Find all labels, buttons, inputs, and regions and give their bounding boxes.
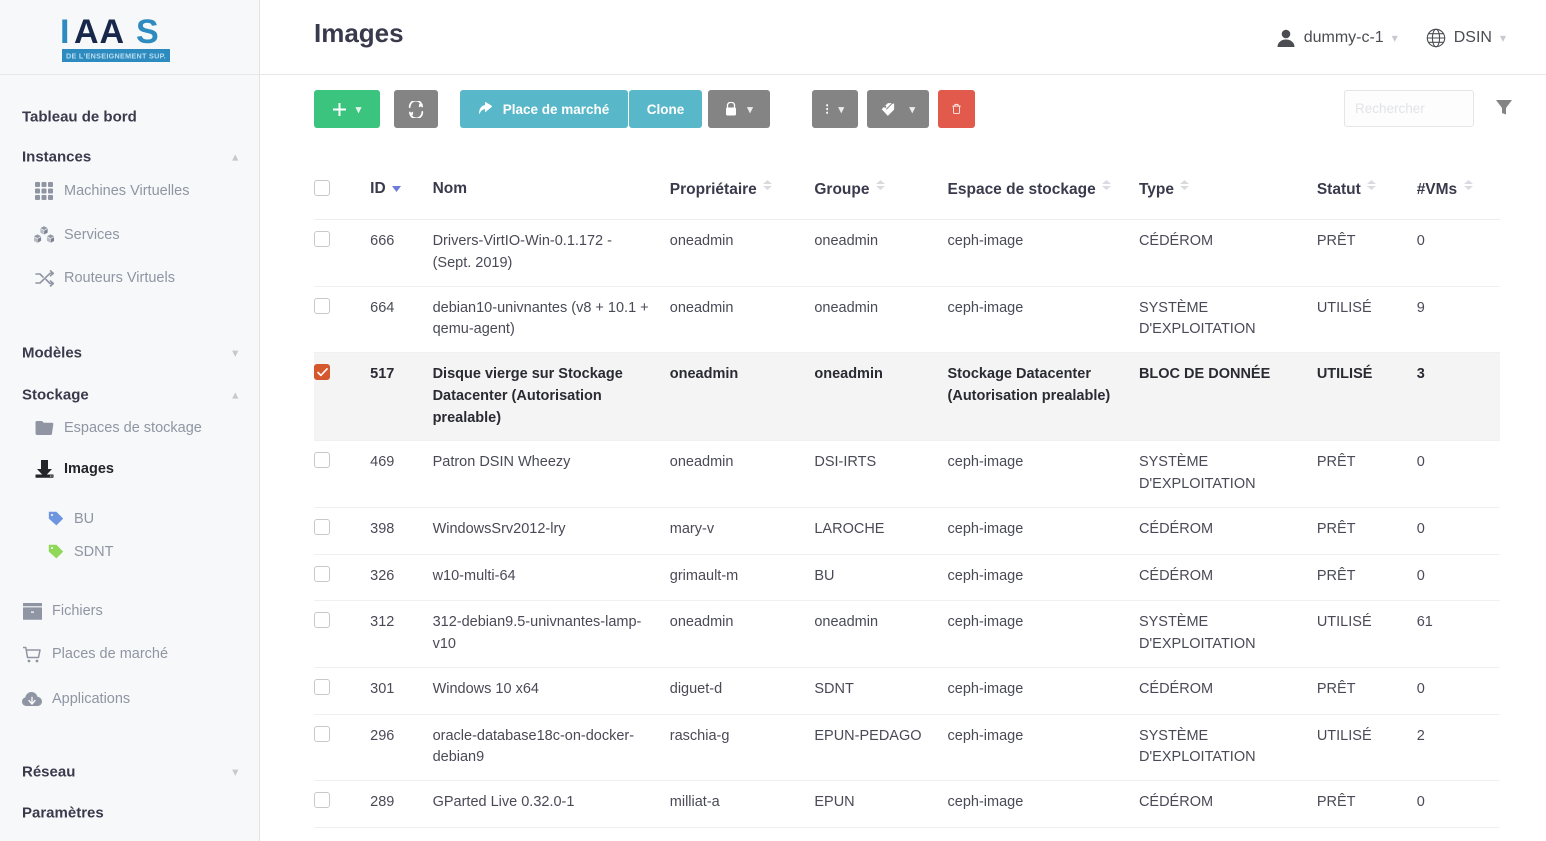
svg-text:DE L'ENSEIGNEMENT SUP.: DE L'ENSEIGNEMENT SUP. xyxy=(66,52,166,61)
svg-text:I: I xyxy=(60,13,70,51)
svg-text:AA: AA xyxy=(74,13,125,51)
svg-text:S: S xyxy=(136,13,160,51)
